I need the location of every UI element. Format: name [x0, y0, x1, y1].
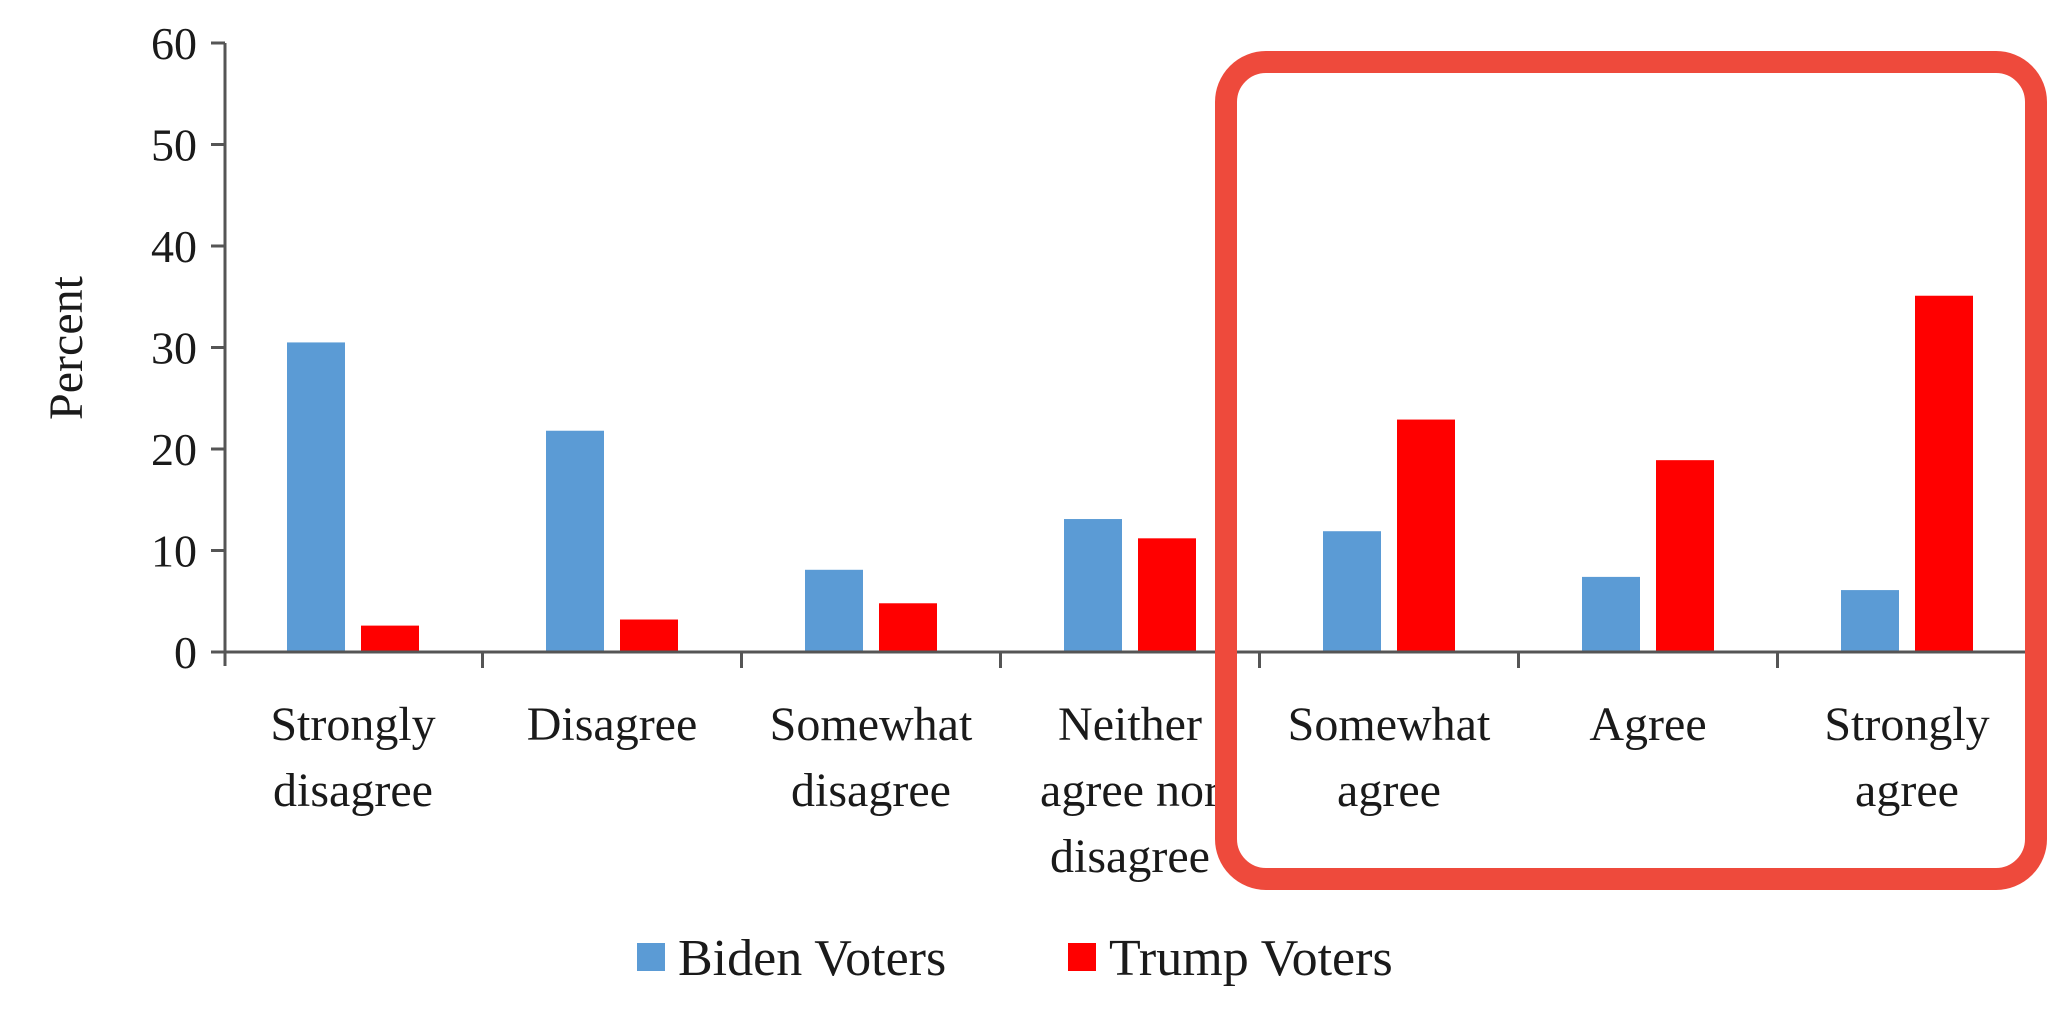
legend-swatch-biden [637, 943, 665, 971]
legend-label-biden: Biden Voters [678, 930, 946, 987]
y-tick-label: 50 [151, 120, 197, 171]
bar-trump-1 [620, 619, 678, 652]
bar-biden-5 [1582, 576, 1640, 652]
bar-trump-6 [1915, 295, 1973, 652]
bar-trump-3 [1138, 538, 1196, 652]
highlight-box [1215, 51, 2047, 890]
legend-swatch-trump [1068, 943, 1096, 971]
y-tick-label: 0 [174, 627, 197, 678]
y-tick-label: 60 [151, 18, 197, 69]
bar-trump-2 [879, 603, 937, 652]
bars-layer [287, 295, 1973, 652]
y-tick-label: 10 [151, 526, 197, 577]
x-tick-label: disagree [1050, 830, 1210, 883]
x-tick-label: disagree [273, 764, 433, 817]
x-tick-label: Neither [1058, 698, 1202, 751]
bar-biden-0 [287, 342, 345, 652]
x-tick-label: Disagree [527, 698, 698, 751]
legend: Biden Voters Trump Voters [637, 930, 1393, 987]
bar-biden-6 [1841, 590, 1899, 652]
axes-layer [211, 41, 2030, 668]
y-tick-label: 30 [151, 323, 197, 374]
x-tick-label: agree [1337, 764, 1441, 817]
y-tick-label: 40 [151, 221, 197, 272]
y-axis-title: Percent [40, 275, 93, 420]
x-tick-label: agree [1855, 764, 1959, 817]
x-tick-label: disagree [791, 764, 951, 817]
x-tick-label: Somewhat [1288, 698, 1491, 751]
bar-biden-3 [1064, 519, 1122, 652]
x-tick-label: Strongly [270, 698, 435, 751]
x-tick-label: Agree [1589, 698, 1706, 751]
labels-layer: 0 10 20 30 40 50 60 Strongly disagree Disagree Som… [40, 18, 1990, 883]
bar-biden-2 [805, 569, 863, 652]
y-tick-label: 20 [151, 424, 197, 475]
bar-biden-1 [546, 430, 604, 652]
x-tick-label: Somewhat [770, 698, 973, 751]
legend-label-trump: Trump Voters [1109, 930, 1393, 987]
x-tick-label: agree nor [1040, 764, 1220, 817]
bar-trump-4 [1397, 419, 1455, 652]
bar-trump-5 [1656, 460, 1714, 652]
x-tick-label: Strongly [1824, 698, 1989, 751]
bar-biden-4 [1323, 531, 1381, 652]
bar-trump-0 [361, 625, 419, 652]
highlight-layer [1215, 51, 2047, 890]
